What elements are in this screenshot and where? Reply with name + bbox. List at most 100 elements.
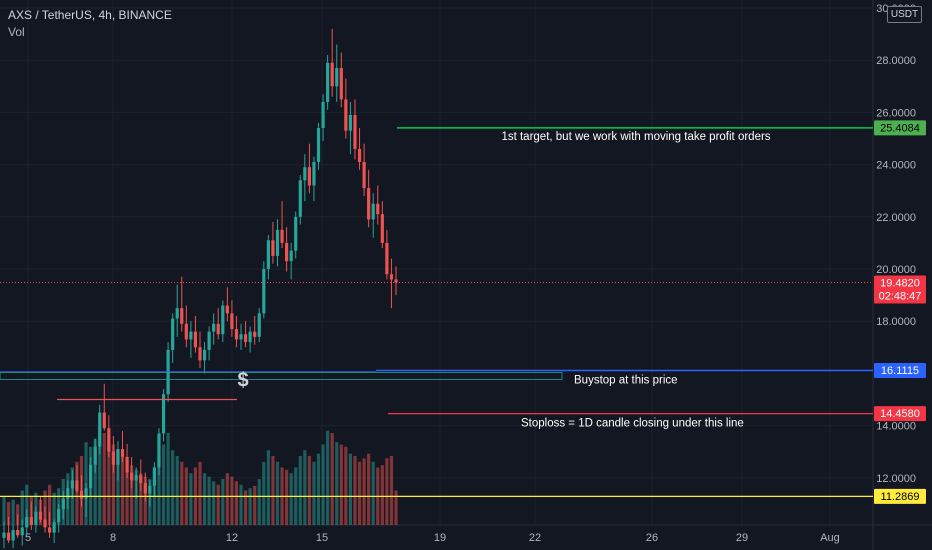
currency-badge[interactable]: USDT [887,6,922,23]
candle-body[interactable] [193,331,198,348]
volume-bar [93,438,97,525]
candle-body[interactable] [148,485,152,494]
candle-body[interactable] [111,451,115,465]
candle-body[interactable] [143,483,147,494]
candle-body[interactable] [11,530,15,541]
candle-body[interactable] [16,530,20,536]
candle-body[interactable] [312,161,316,186]
candle-body[interactable] [289,250,293,262]
candle-body[interactable] [180,308,184,324]
candle-body[interactable] [321,101,325,129]
candle-body[interactable] [130,472,134,481]
candle-body[interactable] [38,511,43,520]
candle-body[interactable] [34,511,38,525]
candle-body[interactable] [230,313,234,330]
candle-body[interactable] [157,433,161,468]
price-tag-stoploss[interactable] [874,406,926,422]
price-tag-target[interactable] [874,120,926,136]
candle-body[interactable] [139,475,143,484]
candle-body[interactable] [102,412,106,429]
candle-body[interactable] [107,428,111,452]
candle-body[interactable] [20,527,24,536]
candle-body[interactable] [125,456,129,473]
candle-body[interactable] [84,488,88,499]
candle-body[interactable] [184,323,188,340]
candle-body[interactable] [43,519,47,528]
candle-body[interactable] [316,128,321,162]
price-tag-value: 25.4084 [880,122,920,134]
candle-body[interactable] [243,334,248,343]
candle-body[interactable] [6,532,11,541]
candle-body[interactable] [280,229,284,243]
candle-body[interactable] [339,68,343,100]
candle-body[interactable] [225,305,229,314]
candle-body[interactable] [93,446,97,465]
candle-body[interactable] [120,449,125,457]
candle-body[interactable] [161,394,166,434]
candle-body[interactable] [367,188,371,220]
candle-body[interactable] [344,99,348,131]
candle-body[interactable] [212,323,216,332]
candle-body[interactable] [275,229,280,256]
candle-body[interactable] [47,527,52,533]
price-tick-label: 28.0000 [876,55,916,67]
candle-body[interactable] [57,509,61,523]
candle-body[interactable] [371,203,375,220]
candle-body[interactable] [257,313,261,337]
candle-body[interactable] [253,331,257,337]
candle-body[interactable] [248,331,252,343]
candle-body[interactable] [2,532,6,538]
candle-body[interactable] [298,180,302,217]
candle-body[interactable] [294,216,298,251]
candle-body[interactable] [335,68,339,87]
candle-body[interactable] [70,480,74,489]
candle-body[interactable] [266,240,270,269]
price-tag-current[interactable] [874,275,926,304]
candle-body[interactable] [175,308,179,319]
candle-body[interactable] [134,475,138,481]
symbol-title: AXS / TetherUS, 4h, BINANCE [8,8,172,22]
candle-body[interactable] [171,318,175,350]
candle-body[interactable] [61,498,65,510]
candle-body[interactable] [79,490,84,499]
price-tag-level[interactable] [874,488,926,504]
candle-body[interactable] [285,242,289,262]
candle-body[interactable] [394,279,398,283]
candle-body[interactable] [376,203,380,215]
dollar-icon: $ [237,369,248,391]
candle-body[interactable] [221,305,225,335]
candle-body[interactable] [75,480,79,491]
candle-body[interactable] [385,242,389,275]
candle-body[interactable] [330,62,334,87]
candle-body[interactable] [52,522,56,533]
candle-body[interactable] [89,464,93,489]
price-tag-buystop[interactable] [874,362,926,378]
candle-body[interactable] [303,167,307,181]
candle-body[interactable] [380,214,384,243]
target-annotation: 1st target, but we work with moving take… [501,131,770,143]
candle-body[interactable] [326,62,330,102]
candle-body[interactable] [25,516,29,528]
buystop-zone[interactable] [0,371,563,380]
candle-body[interactable] [116,449,120,465]
candle-body[interactable] [362,161,366,189]
candle-body[interactable] [198,347,202,361]
candle-body[interactable] [353,115,357,149]
candle-body[interactable] [262,269,266,314]
candle-body[interactable] [98,412,102,447]
candle-body[interactable] [189,331,193,340]
candle-body[interactable] [389,274,394,280]
candle-body[interactable] [239,334,243,340]
candle-body[interactable] [234,329,239,340]
candle-body[interactable] [216,323,220,335]
candle-body[interactable] [152,467,157,486]
candle-body[interactable] [66,488,70,499]
candle-body[interactable] [348,115,353,131]
candle-body[interactable] [271,240,275,256]
candle-body[interactable] [357,148,362,162]
candle-body[interactable] [307,167,311,186]
candle-body[interactable] [202,349,207,361]
candle-body[interactable] [207,331,211,350]
candle-body[interactable] [29,516,33,525]
